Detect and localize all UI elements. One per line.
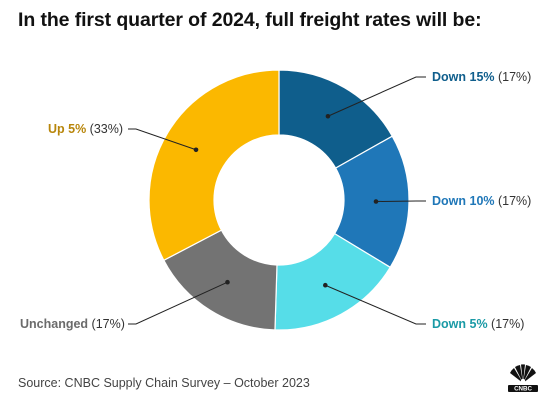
- slice-label: Down 5% (17%): [432, 317, 524, 331]
- slice-label: Unchanged (17%): [20, 317, 125, 331]
- leader-line: [128, 128, 197, 151]
- leader-lines: [128, 76, 426, 325]
- slice-label: Up 5% (33%): [48, 122, 123, 136]
- slice-label: Down 10% (17%): [432, 194, 531, 208]
- donut-slice: [148, 69, 280, 262]
- leader-line: [325, 284, 426, 325]
- source-note: Source: CNBC Supply Chain Survey – Octob…: [18, 376, 310, 390]
- leader-line: [327, 76, 426, 117]
- donut-slices: [148, 69, 410, 331]
- slice-labels: Down 15% (17%) Down 10% (17%) Down 5% (17%…: [20, 70, 531, 331]
- leader-line: [375, 200, 426, 203]
- logo-text: CNBC: [514, 386, 532, 393]
- peacock-logo-icon: CNBC: [508, 364, 538, 393]
- slice-label: Down 15% (17%): [432, 70, 531, 84]
- leader-line: [128, 281, 228, 325]
- chart-title: In the first quarter of 2024, full freig…: [18, 9, 482, 31]
